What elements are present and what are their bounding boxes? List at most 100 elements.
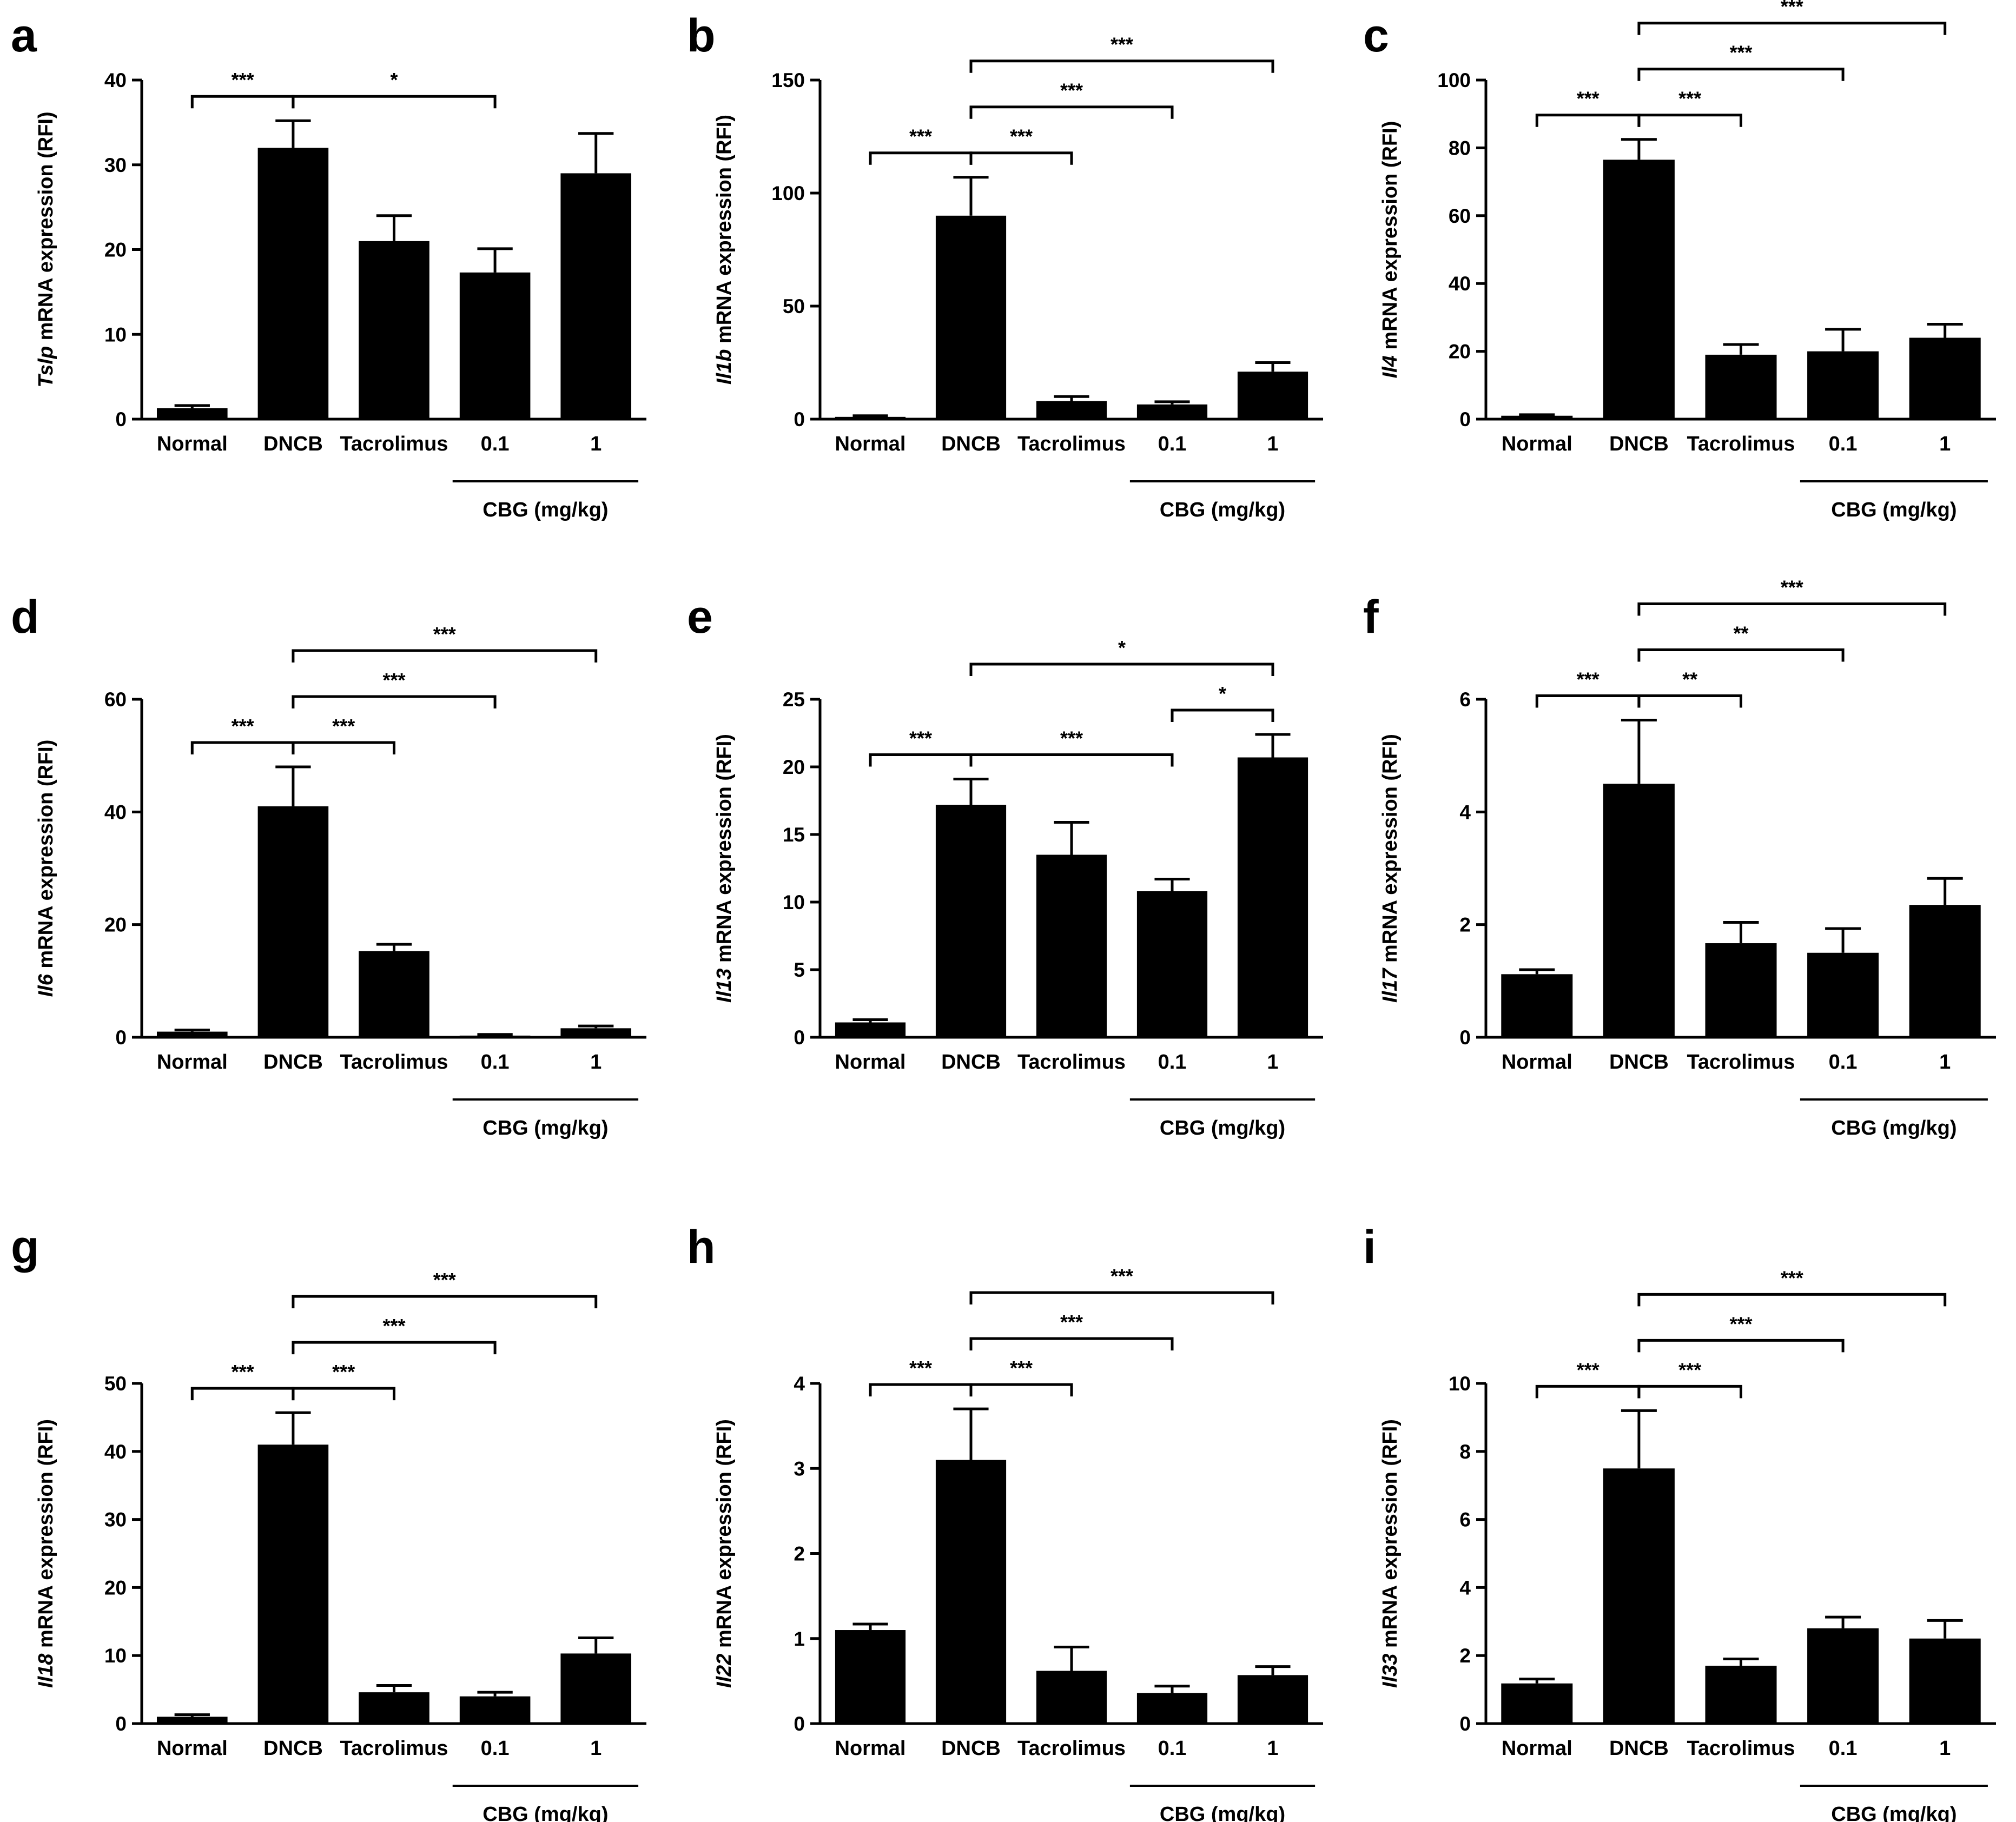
group-label: CBG (mg/kg) — [1831, 1117, 1956, 1139]
x-tick-label: Normal — [1502, 433, 1572, 455]
x-tick-label: 1 — [1939, 1737, 1951, 1760]
bar-0.1 — [1807, 1628, 1879, 1724]
significance-bracket — [969, 151, 1073, 165]
bar-1 — [560, 1028, 632, 1037]
bar-0.1 — [459, 1035, 531, 1037]
bar-Normal — [1501, 1683, 1573, 1724]
significance-label: *** — [1060, 1311, 1083, 1333]
x-tick-label: 0.1 — [1158, 433, 1187, 455]
panel-letter: e — [687, 591, 713, 643]
y-tick-label: 5 — [794, 959, 805, 981]
x-tick-label: 0.1 — [1829, 433, 1858, 455]
bar-Tacrolimus — [359, 1692, 429, 1724]
x-tick-label: 1 — [1939, 433, 1951, 455]
x-tick-label: Tacrolimus — [340, 433, 448, 455]
panel-letter: d — [11, 591, 39, 643]
y-axis-gene-name: Il6 — [35, 973, 57, 997]
bar-Tacrolimus — [359, 951, 429, 1037]
y-tick-label: 0 — [115, 408, 127, 430]
significance-bracket — [1637, 1293, 1947, 1307]
significance-label: *** — [1678, 88, 1701, 110]
significance-label: *** — [1678, 1359, 1701, 1381]
significance-label: *** — [909, 727, 932, 750]
y-tick-label: 3 — [794, 1457, 805, 1480]
significance-label: ** — [1682, 668, 1697, 691]
chart-panel-h: h 0 1 2 3 4 Il22 mRNA expression (RFI) Normal DN… — [687, 1221, 1323, 1822]
significance-bracket — [292, 1295, 598, 1309]
x-tick-label: DNCB — [1609, 1051, 1669, 1074]
x-tick-label: Tacrolimus — [1687, 1051, 1795, 1074]
significance-bracket — [969, 1337, 1174, 1351]
significance-bracket — [292, 741, 395, 754]
y-axis-label: Il4 mRNA expression (RFI) — [1379, 121, 1402, 379]
significance-bracket — [969, 753, 1174, 767]
y-tick-label: 10 — [104, 1645, 127, 1667]
y-axis-gene-name: Il33 — [1379, 1654, 1402, 1688]
x-tick-label: 0.1 — [1158, 1737, 1187, 1760]
chart-panel-i: i 0 2 4 6 8 10 Il33 mRNA expression (RFI) Normal… — [1363, 1221, 1996, 1822]
significance-label: *** — [1010, 125, 1033, 148]
significance-label: *** — [1111, 1265, 1133, 1287]
x-tick-label: Tacrolimus — [1017, 1737, 1126, 1760]
y-tick-label: 50 — [104, 1373, 127, 1395]
bar-1 — [1237, 757, 1308, 1037]
y-axis-gene-name: Il13 — [713, 969, 736, 1003]
panel-letter: g — [11, 1221, 39, 1273]
x-tick-label: Normal — [1502, 1051, 1572, 1074]
bar-Normal — [156, 408, 228, 419]
chart-panel-e: e 0 5 10 15 20 25 Il13 mRNA expression (RFI) Nor… — [687, 591, 1323, 1139]
chart-panel-c: c 0 20 40 60 80 100 Il4 mRNA expression (RFI) No… — [1363, 0, 1996, 521]
y-tick-label: 0 — [794, 1713, 805, 1735]
x-tick-label: Normal — [157, 433, 228, 455]
y-tick-label: 2 — [794, 1543, 805, 1565]
significance-label: *** — [909, 1357, 932, 1379]
significance-bracket — [1637, 694, 1742, 708]
x-tick-label: 1 — [1267, 1737, 1278, 1760]
x-tick-label: 0.1 — [1829, 1051, 1858, 1074]
x-tick-label: 0.1 — [481, 1737, 510, 1760]
bar-0.1 — [1807, 952, 1879, 1037]
y-axis-label: Il18 mRNA expression (RFI) — [35, 1419, 57, 1688]
panel-letter: b — [687, 10, 716, 62]
x-tick-label: Normal — [1502, 1737, 1572, 1760]
significance-label: *** — [1577, 668, 1599, 691]
significance-bracket — [292, 1341, 497, 1355]
y-tick-label: 10 — [783, 891, 805, 913]
y-tick-label: 2 — [1459, 1645, 1471, 1667]
x-tick-label: 0.1 — [481, 433, 510, 455]
significance-label: *** — [232, 715, 254, 737]
bar-Tacrolimus — [1705, 1666, 1777, 1724]
significance-label: * — [390, 69, 398, 91]
x-tick-label: Normal — [835, 1051, 906, 1074]
x-tick-label: 1 — [1267, 1051, 1278, 1074]
y-tick-label: 4 — [794, 1373, 805, 1395]
y-tick-label: 15 — [783, 824, 805, 846]
significance-label: *** — [1781, 577, 1803, 599]
x-tick-label: 1 — [1939, 1051, 1951, 1074]
significance-label: *** — [909, 125, 932, 148]
y-axis-label-text: mRNA expression (RFI) — [713, 115, 736, 349]
y-axis-label: Tslp mRNA expression (RFI) — [35, 111, 57, 387]
y-tick-label: 0 — [115, 1713, 127, 1735]
y-tick-label: 6 — [1459, 1509, 1471, 1531]
x-tick-label: 0.1 — [481, 1051, 510, 1074]
y-tick-label: 60 — [104, 688, 127, 711]
significance-bracket — [1637, 1339, 1845, 1353]
significance-bracket — [1637, 1384, 1742, 1399]
y-axis-label: Il17 mRNA expression (RFI) — [1379, 734, 1402, 1003]
bar-Normal — [835, 1022, 906, 1037]
significance-label: *** — [232, 69, 254, 91]
y-tick-label: 30 — [104, 1509, 127, 1531]
significance-label: *** — [382, 1315, 405, 1337]
bar-0.1 — [459, 1696, 531, 1724]
x-tick-label: DNCB — [941, 1737, 1001, 1760]
chart-panel-b: b 0 50 100 150 Il1b mRNA expression (RFI) Norm… — [687, 10, 1323, 521]
significance-bracket — [1171, 708, 1274, 722]
bar-DNCB — [257, 148, 329, 419]
y-tick-label: 0 — [1459, 1026, 1471, 1049]
significance-bracket — [969, 662, 1274, 676]
x-tick-label: Normal — [835, 1737, 906, 1760]
y-axis-label-text: mRNA expression (RFI) — [713, 1419, 736, 1654]
